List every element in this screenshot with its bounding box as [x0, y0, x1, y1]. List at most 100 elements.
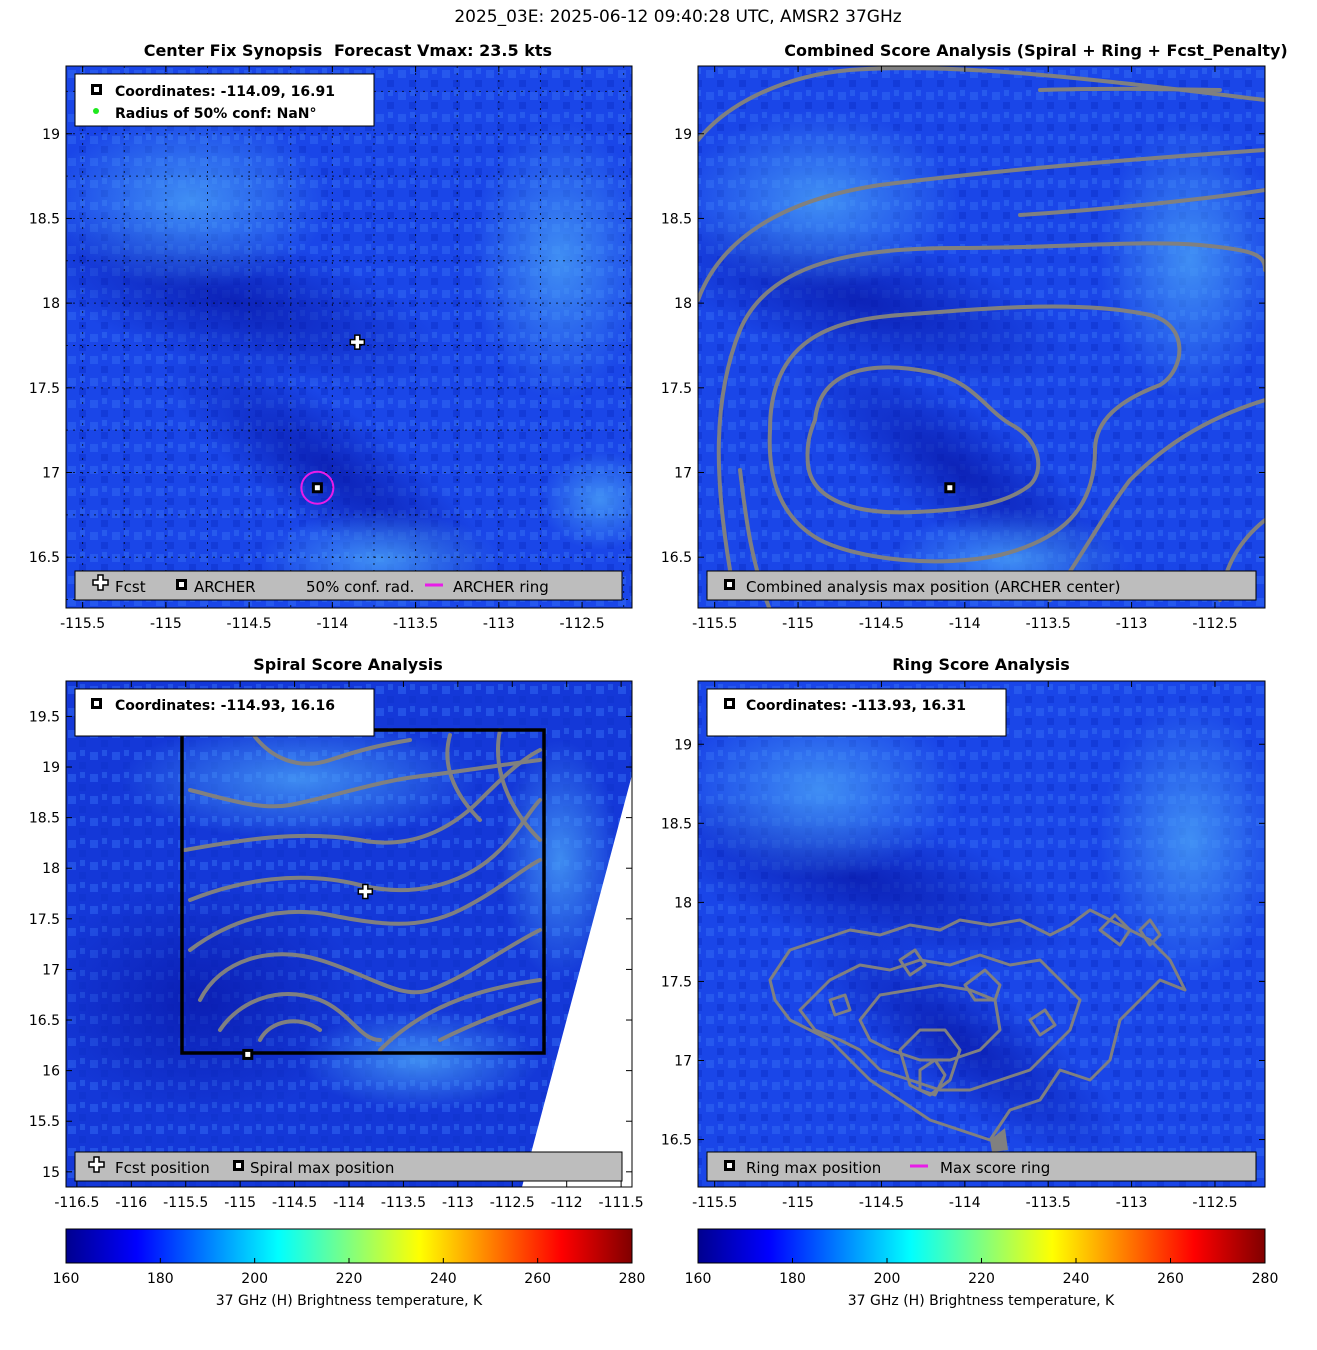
y-tick-label: 16	[42, 1064, 60, 1080]
y-tick-label: 16.5	[661, 1133, 692, 1149]
panel-d-legend	[706, 1151, 1257, 1182]
y-tick-label: 19.5	[29, 709, 60, 725]
colorbar-tick-label: 240	[1063, 1271, 1090, 1287]
figure-suptitle: 2025_03E: 2025-06-12 09:40:28 UTC, AMSR2…	[454, 7, 901, 27]
y-tick-label: 18.5	[29, 811, 60, 827]
panel-c-legend	[74, 1151, 623, 1182]
x-tick-label: -113	[483, 616, 515, 632]
panel-a-vmax: Forecast Vmax: 23.5 kts	[334, 41, 552, 60]
x-tick-label: -114.5	[227, 616, 272, 632]
y-tick-label: 18.5	[661, 816, 692, 832]
y-tick-label: 19	[674, 737, 692, 753]
y-tick-label: 18.5	[661, 211, 692, 227]
white-plus-icon	[92, 574, 109, 591]
y-tick-label: 19	[42, 127, 60, 143]
x-tick-label: -111.5	[599, 1195, 644, 1211]
x-tick-label: -113	[1116, 1195, 1148, 1211]
x-tick-label: -112.5	[490, 1195, 535, 1211]
panel-a-conf-radius: Radius of 50% conf: NaN°	[115, 106, 317, 122]
x-tick-label: -114	[949, 1195, 981, 1211]
y-tick-label: 18	[674, 895, 692, 911]
y-tick-label: 15.5	[29, 1114, 60, 1130]
max-position-marker-inner	[245, 1051, 251, 1057]
panel-d-legend-max: Ring max position	[746, 1159, 881, 1177]
panel-c-legend-fcst: Fcst position	[115, 1159, 210, 1177]
colorbar-right-label: 37 GHz (H) Brightness temperature, K	[848, 1293, 1115, 1309]
panel-c-legend-max: Spiral max position	[250, 1159, 394, 1177]
colorbar-tick-label: 280	[1252, 1271, 1279, 1287]
y-tick-label: 17.5	[29, 381, 60, 397]
panel-a-legend-fcst: Fcst	[115, 578, 146, 596]
colorbar-tick-label: 220	[968, 1271, 995, 1287]
y-tick-label: 18.5	[29, 211, 60, 227]
panel-a-legend-archer: ARCHER	[194, 578, 256, 596]
x-tick-label: -113.5	[381, 1195, 426, 1211]
x-tick-label: -115	[782, 1195, 814, 1211]
x-tick-label: -112.5	[1192, 1195, 1237, 1211]
y-tick-label: 16.5	[29, 1013, 60, 1029]
panel-combined: Combined Score Analysis (Spiral + Ring +…	[661, 41, 1288, 632]
x-tick-label: -113	[442, 1195, 474, 1211]
colorbar-right: 160 180 200 220 240 260 280 37 GHz (H) Brightn…	[685, 1228, 1279, 1309]
colorbar-tick-label: 160	[53, 1271, 80, 1287]
y-tick-label: 17	[674, 466, 692, 482]
x-tick-label: -112.5	[1192, 616, 1237, 632]
x-tick-label: -115.5	[163, 1195, 208, 1211]
panel-d-info-box	[706, 688, 1007, 737]
forecast-position-marker	[357, 883, 374, 900]
panel-a-legend-ring: ARCHER ring	[453, 578, 549, 596]
max-position-marker-inner	[947, 485, 953, 491]
y-tick-label: 17.5	[661, 974, 692, 990]
x-tick-label: -114.5	[859, 616, 904, 632]
x-tick-label: -115	[150, 616, 182, 632]
colorbar-tick-label: 220	[336, 1271, 363, 1287]
colorbar-tick-label: 200	[241, 1271, 268, 1287]
x-tick-label: -114.5	[272, 1195, 317, 1211]
y-tick-label: 19	[42, 760, 60, 776]
x-tick-label: -115	[224, 1195, 256, 1211]
x-tick-label: -113.5	[393, 616, 438, 632]
y-tick-label: 17.5	[661, 381, 692, 397]
panel-center-fix: Center Fix Synopsis Forecast Vmax: 23.5 …	[29, 41, 633, 632]
x-tick-label: -114	[316, 616, 348, 632]
colorbar-tick-label: 180	[779, 1271, 806, 1287]
y-tick-label: 17	[42, 466, 60, 482]
x-tick-label: -114.5	[859, 1195, 904, 1211]
colorbar-tick-label: 200	[874, 1271, 901, 1287]
panel-c-info-box	[74, 688, 375, 737]
colorbar-tick-label: 280	[619, 1271, 646, 1287]
x-tick-label: -113.5	[1026, 616, 1071, 632]
y-tick-label: 17	[674, 1054, 692, 1070]
panel-c-coordinates: Coordinates: -114.93, 16.16	[115, 698, 335, 714]
panel-c-swath-gap	[522, 775, 632, 1187]
y-tick-label: 18	[42, 861, 60, 877]
panel-spiral: Spiral Score Analysis	[29, 655, 644, 1211]
panel-d-title: Ring Score Analysis	[892, 655, 1070, 674]
x-tick-label: -115	[782, 616, 814, 632]
panel-a-legend-conf: 50% conf. rad.	[306, 578, 414, 596]
panel-a-legend	[74, 570, 623, 601]
panel-d-coordinates: Coordinates: -113.93, 16.31	[746, 698, 966, 714]
x-tick-label: -115.5	[60, 616, 105, 632]
x-tick-label: -114	[949, 616, 981, 632]
y-tick-label: 16.5	[661, 550, 692, 566]
y-tick-label: 15	[42, 1165, 60, 1181]
y-tick-label: 19	[674, 127, 692, 143]
colorbar-tick-label: 240	[430, 1271, 457, 1287]
x-tick-label: -115.5	[692, 1195, 737, 1211]
x-tick-label: -116.5	[54, 1195, 99, 1211]
panel-b-legend	[706, 570, 1257, 601]
y-tick-label: 17.5	[29, 912, 60, 928]
panel-b-legend-max: Combined analysis max position (ARCHER c…	[746, 578, 1120, 596]
y-tick-label: 17	[42, 962, 60, 978]
archer-ring	[300, 470, 335, 505]
green-dot-icon	[93, 108, 99, 114]
colorbar-left-label: 37 GHz (H) Brightness temperature, K	[216, 1293, 483, 1309]
panel-b-title: Combined Score Analysis (Spiral + Ring +…	[784, 41, 1287, 60]
colorbar-tick-label: 180	[147, 1271, 174, 1287]
panel-c-title: Spiral Score Analysis	[253, 655, 443, 674]
x-tick-label: -112.5	[559, 616, 604, 632]
x-tick-label: -114	[333, 1195, 365, 1211]
y-tick-label: 18	[42, 296, 60, 312]
